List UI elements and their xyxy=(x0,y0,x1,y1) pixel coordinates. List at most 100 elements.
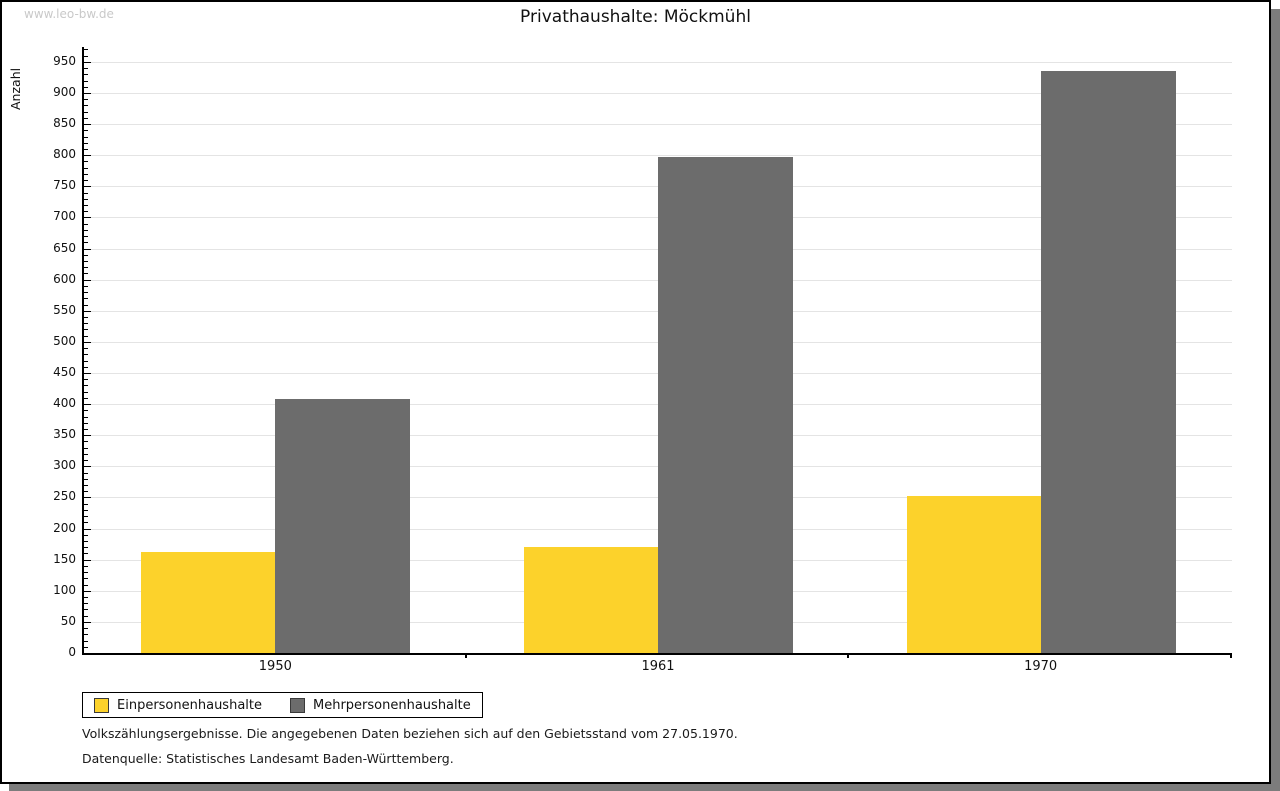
y-axis-major-tick xyxy=(84,341,91,343)
y-axis-tick-label: 850 xyxy=(53,116,76,131)
x-axis-tick xyxy=(1230,653,1232,658)
bar-einpersonenhaushalte-1970 xyxy=(906,496,1041,653)
y-axis-minor-tick xyxy=(84,329,88,331)
y-axis-tick-label: 500 xyxy=(53,333,76,348)
y-axis-minor-tick xyxy=(84,572,88,574)
y-axis-minor-tick xyxy=(84,603,88,605)
y-axis-minor-tick xyxy=(84,360,88,362)
y-axis-major-tick xyxy=(84,435,91,437)
y-axis-minor-tick xyxy=(84,541,88,542)
x-axis-tick-label: 1950 xyxy=(258,659,292,674)
y-axis-minor-tick xyxy=(84,80,88,82)
y-axis-tick-label: 300 xyxy=(53,458,76,473)
y-axis-minor-tick xyxy=(84,503,88,505)
y-axis-major-tick xyxy=(84,93,91,95)
y-axis-minor-tick xyxy=(84,117,88,119)
y-axis-major-tick xyxy=(84,404,91,406)
y-axis-minor-tick xyxy=(84,267,88,269)
y-gridline xyxy=(84,93,1232,95)
y-axis-minor-tick xyxy=(84,565,88,567)
y-axis-major-tick xyxy=(84,528,91,530)
y-axis-label: Anzahl xyxy=(8,67,23,110)
y-axis-minor-tick xyxy=(84,273,88,275)
y-axis-major-tick xyxy=(84,186,91,188)
y-axis-minor-tick xyxy=(84,335,88,337)
legend-label: Einpersonenhaushalte xyxy=(117,697,262,713)
x-axis-tick xyxy=(847,653,850,658)
y-axis-major-tick xyxy=(84,559,91,561)
y-axis-minor-tick xyxy=(84,205,88,207)
y-axis-tick-label: 650 xyxy=(53,240,76,255)
y-axis-minor-tick xyxy=(84,397,88,399)
y-axis-tick-label: 550 xyxy=(53,302,76,317)
y-axis-minor-tick xyxy=(84,460,88,462)
y-axis-minor-tick xyxy=(84,236,88,238)
y-axis-minor-tick xyxy=(84,485,88,486)
y-axis-minor-tick xyxy=(84,149,88,151)
x-axis-tick-label: 1961 xyxy=(641,659,675,674)
y-axis-minor-tick xyxy=(84,74,88,76)
y-axis-minor-tick xyxy=(84,478,88,480)
y-axis-minor-tick xyxy=(84,198,88,200)
y-axis-minor-tick xyxy=(84,229,88,231)
y-axis-tick-label: 950 xyxy=(53,53,76,68)
watermark: www.leo-bw.de xyxy=(24,7,114,21)
y-axis-minor-tick xyxy=(84,534,88,536)
y-axis-minor-tick xyxy=(84,304,88,306)
y-axis-minor-tick xyxy=(84,261,88,263)
y-axis-minor-tick xyxy=(84,410,88,412)
bar-einpersonenhaushalte-1950 xyxy=(141,552,276,653)
y-axis-minor-tick xyxy=(84,447,88,449)
y-axis-minor-tick xyxy=(84,211,88,213)
y-axis-minor-tick xyxy=(84,429,88,431)
x-axis-tick-label: 1970 xyxy=(1024,659,1058,674)
y-axis-minor-tick xyxy=(84,453,88,455)
y-axis-minor-tick xyxy=(84,99,88,101)
y-axis-minor-tick xyxy=(84,422,88,424)
y-axis-minor-tick xyxy=(84,348,88,350)
y-axis-major-tick xyxy=(84,279,91,281)
y-axis-tick-label: 900 xyxy=(53,85,76,100)
y-axis-minor-tick xyxy=(84,516,88,518)
y-axis-tick-label: 100 xyxy=(53,582,76,597)
y-axis-major-tick xyxy=(84,310,91,312)
y-axis-major-tick xyxy=(84,217,91,219)
y-axis-tick-label: 200 xyxy=(53,520,76,535)
y-axis-minor-tick xyxy=(84,385,88,387)
y-axis-minor-tick xyxy=(84,130,88,132)
y-axis-tick-label: 50 xyxy=(60,613,76,628)
y-axis-major-tick xyxy=(84,124,91,126)
y-axis-minor-tick xyxy=(84,416,88,418)
y-axis-minor-tick xyxy=(84,173,88,175)
x-axis-tick xyxy=(464,653,467,658)
legend-label: Mehrpersonenhaushalte xyxy=(313,697,471,713)
y-axis-tick-label: 600 xyxy=(53,271,76,286)
legend-swatch-einpersonenhaushalte xyxy=(94,697,109,713)
bar-mehrpersonenhaushalte-1970 xyxy=(1040,71,1176,653)
y-gridline xyxy=(84,155,1232,157)
y-axis-major-tick xyxy=(84,248,91,250)
legend-item: Einpersonenhaushalte xyxy=(94,697,262,713)
y-axis-minor-tick xyxy=(84,615,88,617)
y-axis-minor-tick xyxy=(84,379,88,381)
y-axis-minor-tick xyxy=(84,640,88,642)
y-axis-major-tick xyxy=(84,497,91,499)
y-axis-tick-label: 450 xyxy=(53,365,76,380)
y-gridline xyxy=(84,124,1232,126)
y-axis-minor-tick xyxy=(84,522,88,524)
y-axis-major-tick xyxy=(84,373,91,375)
y-axis-minor-tick xyxy=(84,161,88,163)
legend-box: Einpersonenhaushalte Mehrpersonenhaushalt… xyxy=(82,692,483,718)
y-axis-tick-label: 0 xyxy=(68,645,76,659)
y-axis-tick-label: 750 xyxy=(53,178,76,193)
y-axis-minor-tick xyxy=(84,242,88,244)
y-axis-minor-tick xyxy=(84,68,88,70)
legend-item: Mehrpersonenhaushalte xyxy=(290,697,471,713)
y-axis-minor-tick xyxy=(84,634,88,636)
bar-mehrpersonenhaushalte-1961 xyxy=(658,157,793,653)
y-axis-minor-tick xyxy=(84,167,88,169)
y-axis-minor-tick xyxy=(84,391,88,393)
y-axis-tick-label: 350 xyxy=(53,427,76,442)
y-axis-minor-tick xyxy=(84,323,88,325)
y-axis-minor-tick xyxy=(84,578,88,580)
